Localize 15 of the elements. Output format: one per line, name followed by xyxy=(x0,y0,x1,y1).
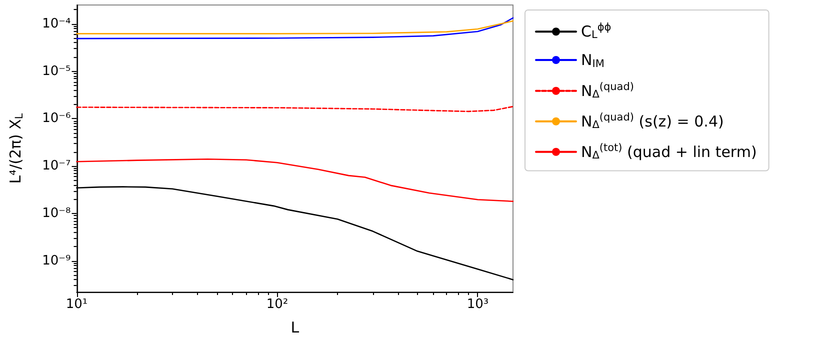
y-tick-label: 10⁻⁸ xyxy=(42,206,71,221)
x-tick-label: 10³ xyxy=(466,297,489,312)
x-tick-label: 10¹ xyxy=(66,297,88,312)
y-tick-label: 10⁻⁷ xyxy=(42,158,71,174)
x-tick-label: 10² xyxy=(266,297,288,312)
legend-label: NΔ(quad) xyxy=(581,80,634,100)
legend-label: NΔ(tot) (quad + lin term) xyxy=(581,142,757,162)
y-axis-title: L⁴/(2π) XL xyxy=(6,113,26,184)
x-axis-title: L xyxy=(290,318,300,336)
y-tick-label: 10⁻⁹ xyxy=(42,253,71,268)
y-tick-label: 10⁻⁴ xyxy=(42,16,71,32)
legend-label: CLϕϕ xyxy=(581,22,612,41)
y-tick-label: 10⁻⁵ xyxy=(42,64,71,79)
y-tick-label: 10⁻⁶ xyxy=(42,111,71,126)
legend-label: NΔ(quad) (s(z) = 0.4) xyxy=(581,111,724,131)
